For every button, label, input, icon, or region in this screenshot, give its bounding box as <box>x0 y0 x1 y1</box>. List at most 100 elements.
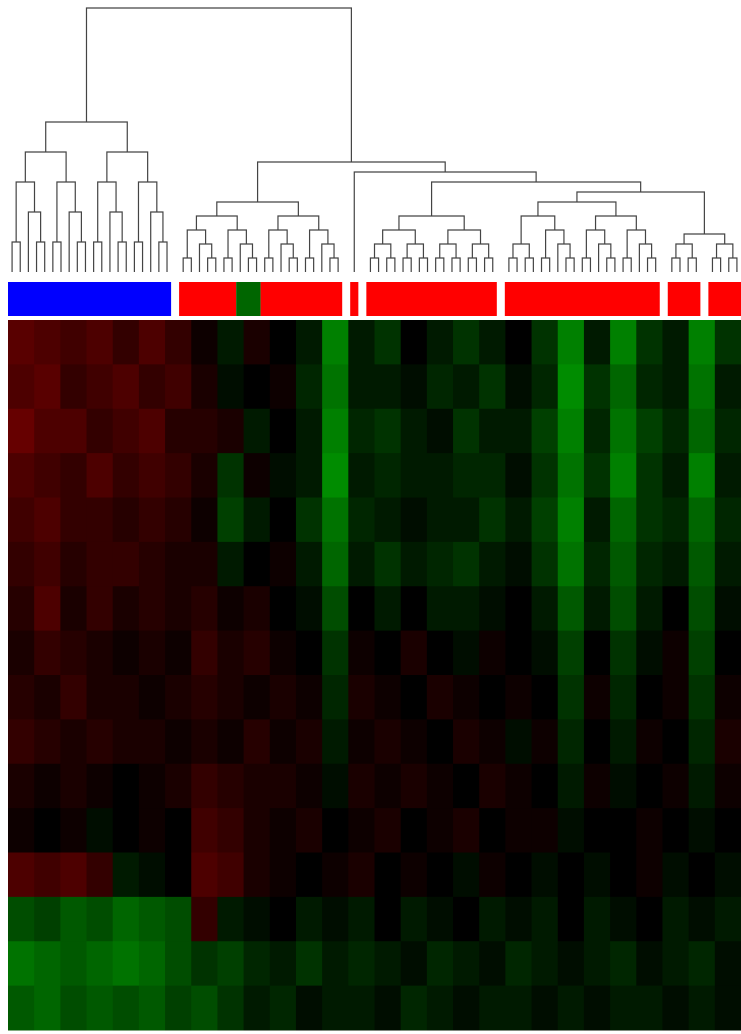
heatmap-cell <box>453 408 480 454</box>
heatmap-cell <box>322 719 349 765</box>
heatmap-cell <box>217 453 245 498</box>
heatmap-cell <box>688 364 716 410</box>
heatmap-cell <box>688 852 716 898</box>
heatmap-cell <box>479 941 506 987</box>
heatmap-cell <box>8 541 35 587</box>
heatmap-cell <box>400 852 428 898</box>
heatmap-cell <box>165 808 192 853</box>
heatmap-cell <box>662 630 690 676</box>
heatmap-cell <box>426 763 454 809</box>
heatmap-cell <box>531 719 559 765</box>
heatmap-cell <box>636 364 663 410</box>
heatmap-cell <box>557 541 585 587</box>
heatmap-cell <box>138 896 166 942</box>
heatmap-cell <box>531 896 559 942</box>
heatmap-cell <box>610 985 637 1031</box>
heatmap-cell <box>662 497 690 543</box>
heatmap-cell <box>34 320 61 365</box>
heatmap-cell <box>610 896 637 942</box>
heatmap-cell <box>610 808 637 853</box>
heatmap-cell <box>688 453 716 498</box>
heatmap-cell <box>269 586 297 632</box>
heatmap-cell <box>610 630 637 676</box>
heatmap-cell <box>60 408 88 454</box>
heatmap-cell <box>217 320 245 365</box>
heatmap-cell <box>86 453 114 498</box>
heatmap-cell <box>636 497 663 543</box>
heatmap-cell <box>662 675 690 720</box>
heatmap-cell <box>662 808 690 853</box>
heatmap-cell <box>269 630 297 676</box>
heatmap-cell <box>269 763 297 809</box>
heatmap-cell <box>86 586 114 632</box>
heatmap-cell <box>374 541 402 587</box>
heatmap-cell <box>610 719 637 765</box>
heatmap-cell <box>322 364 349 410</box>
heatmap-cell <box>165 364 192 410</box>
heatmap-cell <box>60 364 88 410</box>
heatmap-cell <box>531 675 559 720</box>
heatmap-cell <box>505 320 533 365</box>
heatmap-cell <box>112 497 140 543</box>
heatmap-cell <box>688 541 716 587</box>
heatmap-cell <box>636 630 663 676</box>
heatmap-cell <box>86 985 114 1031</box>
heatmap-cell <box>138 675 166 720</box>
dendrogram <box>11 7 738 272</box>
heatmap-cell <box>8 364 35 410</box>
heatmap-cell <box>479 453 506 498</box>
heatmap-cell <box>217 541 245 587</box>
heatmap-cell <box>453 453 480 498</box>
heatmap-cell <box>583 497 611 543</box>
heatmap-cell <box>60 852 88 898</box>
heatmap-cell <box>86 852 114 898</box>
heatmap-cell <box>426 675 454 720</box>
heatmap-cell <box>243 408 271 454</box>
heatmap-cell <box>479 320 506 365</box>
heatmap-cell <box>8 630 35 676</box>
heatmap-cell <box>243 320 271 365</box>
heatmap-cell <box>191 675 218 720</box>
heatmap-cell <box>479 896 506 942</box>
heatmap-cell <box>217 985 245 1031</box>
heatmap-cell <box>531 852 559 898</box>
heatmap-cell <box>269 364 297 410</box>
heatmap-cell <box>165 408 192 454</box>
heatmap-cell <box>86 808 114 853</box>
heatmap-cell <box>400 364 428 410</box>
heatmap-cell <box>60 497 88 543</box>
heatmap-cell <box>479 852 506 898</box>
heatmap-cell <box>505 675 533 720</box>
heatmap-cell <box>479 808 506 853</box>
heatmap-cell <box>453 630 480 676</box>
heatmap-cell <box>269 408 297 454</box>
heatmap-cell <box>426 719 454 765</box>
heatmap-cell <box>714 941 741 987</box>
heatmap-cell <box>583 408 611 454</box>
heatmap-cell <box>662 719 690 765</box>
heatmap-cell <box>138 586 166 632</box>
heatmap-cell <box>688 719 716 765</box>
heatmap-cell <box>374 630 402 676</box>
heatmap-cell <box>714 985 741 1031</box>
heatmap-cell <box>165 896 192 942</box>
heatmap-cell <box>557 453 585 498</box>
heatmap-cell <box>322 763 349 809</box>
heatmap-cell <box>138 719 166 765</box>
heatmap-cell <box>610 586 637 632</box>
heatmap-cell <box>112 852 140 898</box>
heatmap-cell <box>374 985 402 1031</box>
heatmap-cell <box>688 941 716 987</box>
heatmap-cell <box>426 852 454 898</box>
heatmap-cell <box>557 941 585 987</box>
heatmap-cell <box>295 453 323 498</box>
heatmap-cell <box>269 941 297 987</box>
heatmap-cell <box>217 941 245 987</box>
heatmap-cell <box>531 630 559 676</box>
heatmap-cell <box>8 675 35 720</box>
heatmap-cell <box>453 763 480 809</box>
heatmap-cell <box>557 586 585 632</box>
heatmap-cell <box>636 408 663 454</box>
heatmap-cell <box>295 896 323 942</box>
heatmap-cell <box>34 586 61 632</box>
